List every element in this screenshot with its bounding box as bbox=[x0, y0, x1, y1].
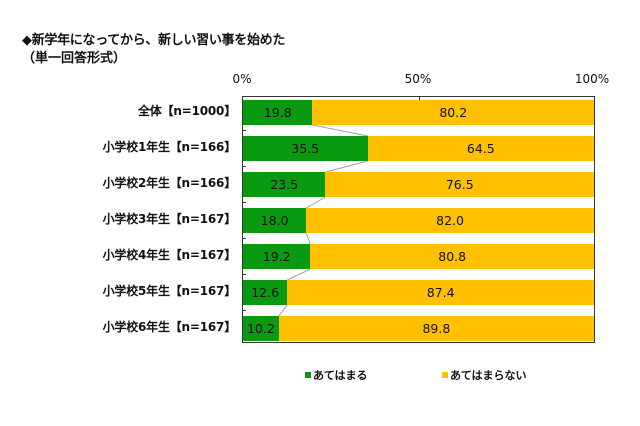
bar-row: 35.5 64.5 bbox=[243, 136, 594, 161]
bar-segment-no: 76.5 bbox=[325, 172, 594, 197]
bar-row: 10.2 89.8 bbox=[243, 316, 594, 341]
bar-segment-yes: 12.6 bbox=[243, 280, 288, 305]
mid-tick bbox=[418, 97, 420, 101]
y-tick bbox=[242, 166, 246, 167]
chart-title: ◆新学年になってから、新しい習い事を始めた bbox=[22, 33, 286, 48]
bar-segment-yes: 35.5 bbox=[243, 136, 368, 161]
y-tick bbox=[242, 202, 246, 203]
y-tick bbox=[242, 274, 246, 275]
x-tick-50: 50% bbox=[404, 72, 432, 86]
bar-segment-no: 87.4 bbox=[287, 280, 594, 305]
y-tick bbox=[242, 130, 246, 131]
legend-swatch-green bbox=[305, 372, 311, 378]
bar-segment-yes: 19.2 bbox=[243, 244, 311, 269]
bar-row: 19.2 80.8 bbox=[243, 244, 594, 269]
bar-row: 18.0 82.0 bbox=[243, 208, 594, 233]
plot-area: 19.8 80.2 35.5 64.5 23.5 76.5 18.0 82.0 19.2 80.8… bbox=[242, 96, 595, 343]
category-label: 小学校6年生【n=167】 bbox=[102, 320, 237, 334]
bar-segment-no: 82.0 bbox=[306, 208, 594, 233]
category-label: 全体【n=1000】 bbox=[138, 104, 236, 118]
y-tick bbox=[242, 310, 246, 311]
x-tick-100: 100% bbox=[574, 72, 610, 86]
bar-segment-no: 64.5 bbox=[367, 136, 594, 161]
legend-label: あてはまらない bbox=[450, 369, 527, 382]
bar-row: 19.8 80.2 bbox=[243, 100, 594, 125]
category-label: 小学校4年生【n=167】 bbox=[102, 248, 237, 262]
y-tick bbox=[242, 238, 246, 239]
bar-segment-yes: 18.0 bbox=[243, 208, 307, 233]
bar-segment-no: 80.2 bbox=[312, 100, 594, 125]
bar-row: 23.5 76.5 bbox=[243, 172, 594, 197]
category-label: 小学校5年生【n=167】 bbox=[102, 284, 237, 298]
bar-segment-yes: 23.5 bbox=[243, 172, 326, 197]
bar-segment-yes: 19.8 bbox=[243, 100, 313, 125]
legend-label: あてはまる bbox=[313, 369, 368, 382]
legend-item-no: あてはまらない bbox=[442, 367, 527, 383]
bar-row: 12.6 87.4 bbox=[243, 280, 594, 305]
bar-segment-yes: 10.2 bbox=[243, 316, 279, 341]
legend-item-yes: あてはまる bbox=[305, 367, 368, 383]
bar-segment-no: 89.8 bbox=[278, 316, 594, 341]
chart-subtitle: （単一回答形式） bbox=[22, 51, 127, 66]
category-label: 小学校1年生【n=166】 bbox=[102, 140, 237, 154]
category-label: 小学校2年生【n=166】 bbox=[102, 176, 237, 190]
bar-segment-no: 80.8 bbox=[310, 244, 594, 269]
category-label: 小学校3年生【n=167】 bbox=[102, 212, 237, 226]
x-tick-0: 0% bbox=[232, 72, 252, 86]
legend-swatch-yellow bbox=[442, 372, 448, 378]
